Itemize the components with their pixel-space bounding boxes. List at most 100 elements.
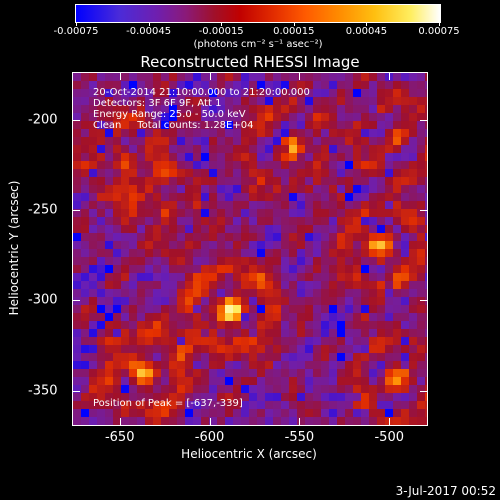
- heatmap-cell: [281, 217, 289, 225]
- heatmap-cell: [153, 153, 161, 161]
- heatmap-cell: [281, 105, 289, 113]
- heatmap-cell: [81, 161, 89, 169]
- heatmap-cell: [145, 113, 153, 121]
- heatmap-cell: [369, 73, 377, 81]
- heatmap-cell: [137, 297, 145, 305]
- heatmap-cell: [353, 289, 361, 297]
- heatmap-cell: [305, 337, 313, 345]
- heatmap-cell: [233, 249, 241, 257]
- heatmap-cell: [169, 201, 177, 209]
- heatmap-cell: [257, 385, 265, 393]
- heatmap-cell: [209, 249, 217, 257]
- x-tick-mark: [119, 418, 121, 425]
- heatmap-cell: [265, 377, 273, 385]
- heatmap-cell: [153, 385, 161, 393]
- heatmap-cell: [177, 185, 185, 193]
- heatmap-cell: [425, 281, 427, 289]
- heatmap-cell: [369, 393, 377, 401]
- heatmap-cell: [249, 345, 257, 353]
- heatmap-cell: [329, 193, 337, 201]
- heatmap-cell: [385, 409, 393, 417]
- heatmap-cell: [241, 257, 249, 265]
- heatmap-cell: [361, 129, 369, 137]
- heatmap-cell: [417, 281, 425, 289]
- heatmap-cell: [193, 153, 201, 161]
- heatmap-cell: [177, 201, 185, 209]
- heatmap-cell: [329, 377, 337, 385]
- heatmap-cell: [377, 385, 385, 393]
- heatmap-cell: [89, 201, 97, 209]
- heatmap-cell: [281, 385, 289, 393]
- heatmap-cell: [81, 225, 89, 233]
- heatmap-cell: [121, 297, 129, 305]
- heatmap-cell: [289, 169, 297, 177]
- heatmap-cell: [177, 345, 185, 353]
- heatmap-cell: [329, 337, 337, 345]
- heatmap-cell: [345, 73, 353, 81]
- heatmap-cell: [321, 217, 329, 225]
- heatmap-cell: [185, 265, 193, 273]
- heatmap-cell: [193, 417, 201, 425]
- heatmap-cell: [193, 257, 201, 265]
- heatmap-cell: [81, 137, 89, 145]
- heatmap-cell: [297, 321, 305, 329]
- heatmap-cell: [361, 121, 369, 129]
- heatmap-cell: [265, 273, 273, 281]
- heatmap-cell: [369, 289, 377, 297]
- heatmap-cell: [321, 329, 329, 337]
- heatmap-cell: [177, 385, 185, 393]
- heatmap-cell: [337, 345, 345, 353]
- heatmap-cell: [209, 401, 217, 409]
- heatmap-cell: [89, 369, 97, 377]
- heatmap-cell: [329, 257, 337, 265]
- heatmap-cell: [385, 161, 393, 169]
- heatmap-cell: [377, 337, 385, 345]
- heatmap-cell: [201, 161, 209, 169]
- heatmap-cell: [345, 185, 353, 193]
- heatmap-cell: [185, 73, 193, 81]
- heatmap-cell: [161, 273, 169, 281]
- heatmap-cell: [369, 233, 377, 241]
- heatmap-cell: [193, 297, 201, 305]
- heatmap-cell: [353, 113, 361, 121]
- heatmap-cell: [193, 89, 201, 97]
- heatmap: [73, 73, 427, 425]
- heatmap-cell: [385, 289, 393, 297]
- heatmap-cell: [73, 217, 81, 225]
- heatmap-cell: [313, 353, 321, 361]
- heatmap-cell: [217, 417, 225, 425]
- heatmap-cell: [281, 209, 289, 217]
- heatmap-cell: [209, 305, 217, 313]
- heatmap-cell: [137, 225, 145, 233]
- heatmap-cell: [209, 89, 217, 97]
- heatmap-cell: [129, 161, 137, 169]
- heatmap-cell: [361, 305, 369, 313]
- heatmap-cell: [129, 265, 137, 273]
- heatmap-cell: [377, 409, 385, 417]
- heatmap-cell: [233, 105, 241, 113]
- heatmap-cell: [353, 89, 361, 97]
- heatmap-cell: [321, 385, 329, 393]
- heatmap-cell: [121, 273, 129, 281]
- heatmap-cell: [89, 257, 97, 265]
- heatmap-cell: [73, 265, 81, 273]
- heatmap-cell: [321, 281, 329, 289]
- heatmap-cell: [121, 169, 129, 177]
- heatmap-cell: [193, 353, 201, 361]
- heatmap-cell: [201, 329, 209, 337]
- heatmap-cell: [353, 153, 361, 161]
- heatmap-cell: [361, 209, 369, 217]
- heatmap-cell: [305, 209, 313, 217]
- heatmap-cell: [337, 249, 345, 257]
- heatmap-cell: [313, 225, 321, 233]
- heatmap-cell: [369, 321, 377, 329]
- heatmap-cell: [265, 161, 273, 169]
- heatmap-cell: [185, 169, 193, 177]
- heatmap-cell: [401, 257, 409, 265]
- heatmap-cell: [265, 169, 273, 177]
- heatmap-cell: [193, 113, 201, 121]
- heatmap-cell: [201, 353, 209, 361]
- colorbar-unit-label: (photons cm⁻² s⁻¹ asec⁻²): [193, 39, 323, 50]
- heatmap-cell: [121, 217, 129, 225]
- heatmap-cell: [329, 161, 337, 169]
